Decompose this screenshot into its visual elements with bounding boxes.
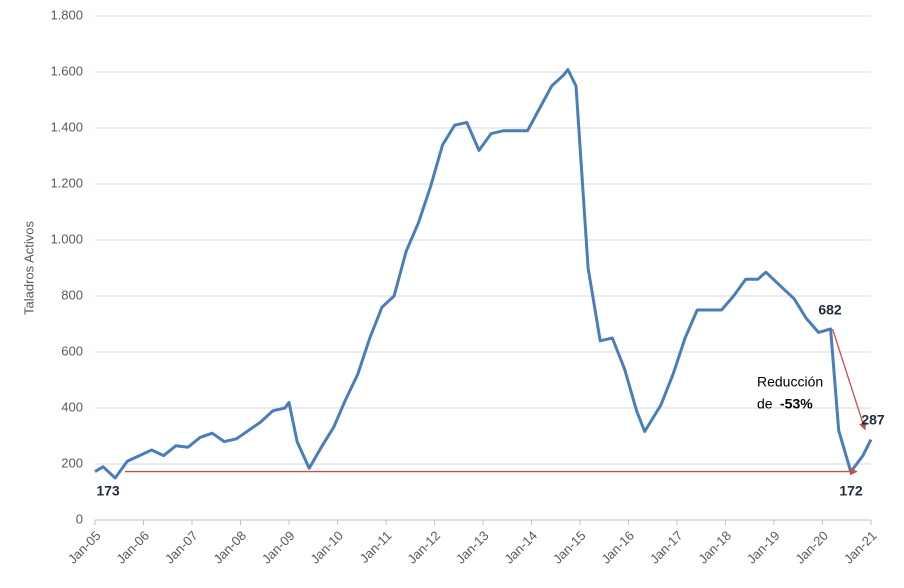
annotation: 287 [861,412,885,428]
x-tick-label: Jan-12 [404,528,443,567]
annotation: 682 [818,302,842,318]
arrow [831,328,867,431]
x-tick-label: Jan-10 [307,528,346,567]
x-tick-label: Jan-09 [259,528,298,567]
x-tick-label: Jan-14 [501,528,540,567]
x-tick-label: Jan-16 [598,528,637,567]
x-tick-label: Jan-06 [113,528,152,567]
y-tick-label: 600 [61,343,83,358]
x-tick-label: Jan-20 [792,528,831,567]
y-tick-label: 1.600 [50,63,83,78]
y-axis-title: Taladros Activos [21,221,36,315]
x-tick-label: Jan-18 [695,528,734,567]
x-tick-label: Jan-17 [647,528,686,567]
annotation: de [757,396,773,412]
y-tick-label: 1.200 [50,175,83,190]
x-tick-label: Jan-11 [357,528,395,566]
annotation: 172 [839,483,863,499]
y-tick-label: 200 [61,455,83,470]
x-tick-label: Jan-07 [162,528,201,567]
x-tick-label: Jan-05 [65,528,104,567]
y-tick-label: 1.800 [50,7,83,22]
y-tick-label: 1.000 [50,231,83,246]
x-tick-label: Jan-15 [550,528,589,567]
annotation: 173 [96,483,120,499]
y-tick-label: 0 [76,511,83,526]
y-tick-label: 1.400 [50,119,83,134]
x-tick-label: Jan-08 [210,528,249,567]
y-tick-label: 400 [61,399,83,414]
annotation: -53% [780,396,813,412]
x-tick-label: Jan-19 [744,528,783,567]
x-tick-label: Jan-21 [841,528,880,567]
y-tick-label: 800 [61,287,83,302]
data-line [94,68,873,480]
x-tick-label: Jan-13 [453,528,492,567]
annotation: Reducción [757,374,823,390]
